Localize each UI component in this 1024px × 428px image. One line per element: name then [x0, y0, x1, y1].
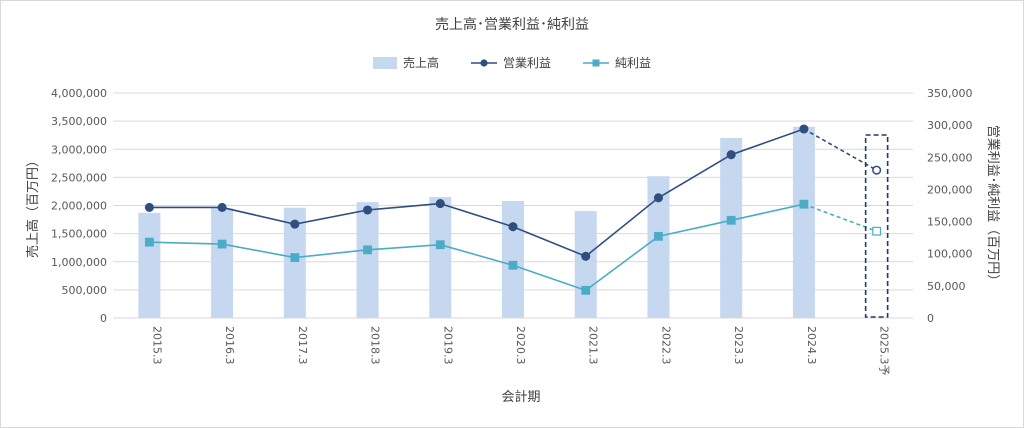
net-profit-point	[217, 239, 227, 249]
left-tick-label: 3,000,000	[51, 143, 107, 156]
bar	[502, 201, 524, 318]
net-profit-point	[799, 199, 809, 209]
net-profit-point	[654, 231, 663, 241]
left-tick-label: 1,500,000	[51, 228, 107, 241]
x-axis-ticks: 2015.3 2016.3 2017.3 2018.3 2019.3 2020.3 2021…	[150, 326, 890, 376]
right-tick-label: 300,000	[927, 119, 973, 132]
right-tick-label: 0	[927, 312, 934, 325]
bar	[429, 197, 452, 318]
bar	[283, 207, 306, 318]
legend-marker	[592, 59, 600, 67]
bar	[211, 208, 234, 318]
x-tick-label: 2017.3	[296, 326, 309, 365]
x-tick-label: 2016.3	[223, 326, 236, 365]
x-tick-label: 2021.3	[587, 326, 600, 365]
left-tick-label: 1,000,000	[51, 256, 107, 269]
net-profit-point	[290, 253, 300, 262]
x-axis-title: 会計期	[501, 389, 540, 405]
left-tick-label: 2,000,000	[51, 200, 107, 213]
legend-label: 売上高	[403, 55, 439, 70]
legend-bar-swatch	[373, 57, 397, 69]
x-tick-label: 2018.3	[369, 326, 382, 365]
left-tick-label: 3,500,000	[51, 115, 107, 128]
bar	[356, 202, 379, 318]
net-profit-line	[149, 203, 805, 292]
legend-label: 営業利益	[503, 56, 551, 70]
operating-profit-point	[653, 193, 664, 203]
operating-profit-point	[581, 251, 591, 261]
bar	[647, 176, 670, 318]
operating-profit-point	[872, 165, 882, 175]
x-tick-label: 2019.3	[441, 326, 454, 365]
right-tick-label: 100,000	[927, 248, 973, 261]
operating-profit-point	[799, 124, 809, 134]
right-tick-label: 250,000	[927, 151, 973, 164]
bar	[792, 126, 815, 318]
legend: 売上高 営業利益 純利益	[373, 55, 651, 70]
operating-profit-point	[508, 222, 518, 232]
forecast-highlight	[864, 134, 889, 318]
x-tick-label: 2020.3	[514, 326, 527, 365]
operating-profit-point	[362, 205, 373, 215]
x-tick-label: 2022.3	[659, 326, 672, 365]
net-profit-point	[435, 240, 445, 250]
left-axis-title: 売上高（百万円）	[25, 154, 41, 258]
operating-profit-point	[726, 150, 736, 160]
operating-profit-point	[290, 219, 300, 229]
right-tick-label: 200,000	[927, 183, 973, 196]
net-profit-forecast-line	[803, 203, 877, 232]
x-tick-label: 2023.3	[732, 326, 745, 365]
chart-title: 売上高･営業利益･純利益	[435, 16, 589, 33]
right-tick-label: 350,000	[927, 87, 973, 100]
net-profit-point	[363, 245, 372, 255]
legend-marker	[480, 59, 488, 67]
operating-profit-point	[217, 202, 227, 212]
right-axis-ticks: 0 50,000 100,000 150,000 200,000 250,000 300,0…	[927, 87, 973, 325]
bar	[574, 211, 597, 318]
operating-profit-point	[435, 199, 445, 209]
operating-profit-point	[144, 202, 154, 212]
right-tick-label: 50,000	[927, 280, 966, 293]
bar	[720, 138, 743, 318]
line-series	[144, 124, 882, 295]
left-tick-label: 2,500,000	[51, 171, 107, 184]
legend-label: 純利益	[615, 56, 651, 70]
operating-profit-line	[149, 128, 805, 258]
left-tick-label: 500,000	[62, 284, 108, 297]
x-tick-label: 2025.3予	[878, 326, 891, 376]
forecast-box	[864, 134, 889, 318]
bar-series	[138, 126, 815, 318]
left-tick-label: 0	[100, 312, 107, 325]
left-axis-ticks: 0 500,000 1,000,000 1,500,000 2,000,000 2,500…	[51, 87, 107, 325]
net-profit-point	[726, 215, 736, 225]
x-tick-label: 2024.3	[805, 326, 818, 365]
x-tick-label: 2015.3	[150, 326, 163, 365]
bar	[138, 212, 161, 318]
net-profit-point	[872, 226, 882, 236]
net-profit-point	[508, 260, 518, 270]
right-tick-label: 150,000	[927, 216, 973, 229]
left-tick-label: 4,000,000	[51, 87, 107, 100]
right-axis-title: 営業利益･純利益（百万円）	[985, 125, 1001, 288]
net-profit-point	[144, 237, 154, 247]
net-profit-point	[581, 285, 591, 295]
